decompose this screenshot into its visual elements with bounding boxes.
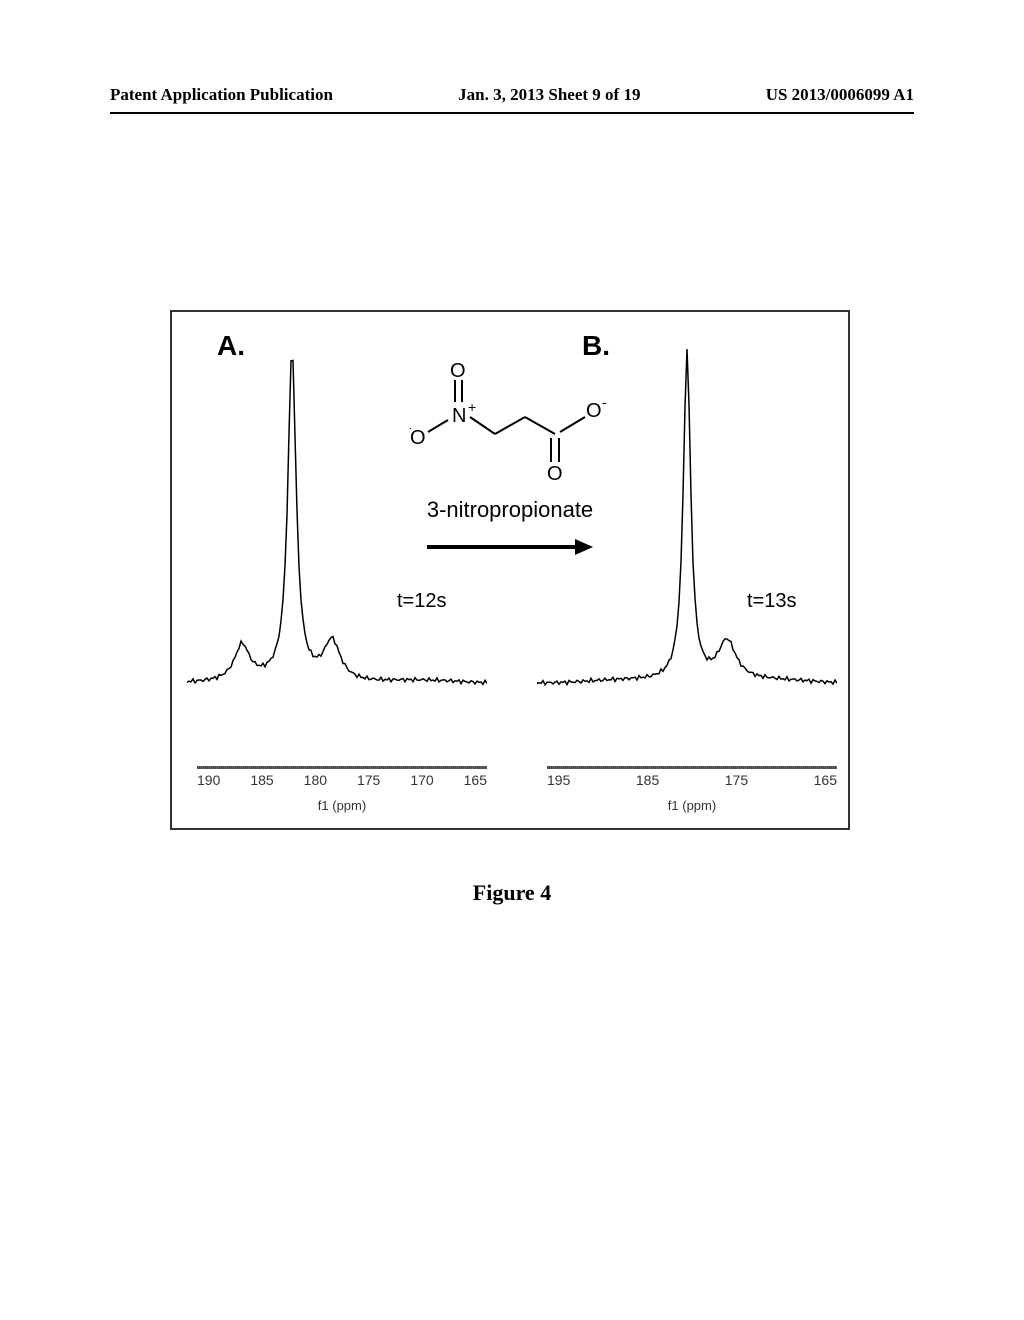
axis-a-label: f1 (ppm) xyxy=(318,798,366,813)
axis-tick: 185 xyxy=(636,772,659,788)
axis-b-ticks: 195 185 175 165 xyxy=(547,772,837,788)
axis-tick: 185 xyxy=(250,772,273,788)
nmr-spectrum-b xyxy=(537,342,837,722)
figure-caption: Figure 4 xyxy=(0,880,1024,906)
axis-tick: 165 xyxy=(464,772,487,788)
axis-tick: 180 xyxy=(304,772,327,788)
header-patent-number: US 2013/0006099 A1 xyxy=(766,85,914,105)
axis-a: 190 185 180 175 170 165 f1 (ppm) xyxy=(197,758,487,813)
axis-a-line xyxy=(197,766,487,769)
axis-b-label: f1 (ppm) xyxy=(668,798,716,813)
header-date-sheet: Jan. 3, 2013 Sheet 9 of 19 xyxy=(458,85,640,105)
axis-tick: 175 xyxy=(725,772,748,788)
header-underline xyxy=(110,112,914,114)
axis-tick: 165 xyxy=(814,772,837,788)
axis-tick: 175 xyxy=(357,772,380,788)
axis-b-line xyxy=(547,766,837,769)
nmr-spectrum-a xyxy=(187,342,487,722)
axis-tick: 195 xyxy=(547,772,570,788)
page-header: Patent Application Publication Jan. 3, 2… xyxy=(0,85,1024,105)
figure-panel-box: A. B. N + O O - O O - 3 xyxy=(170,310,850,830)
axis-b: 195 185 175 165 f1 (ppm) xyxy=(547,758,837,813)
axis-a-ticks: 190 185 180 175 170 165 xyxy=(197,772,487,788)
axis-tick: 190 xyxy=(197,772,220,788)
axis-tick: 170 xyxy=(410,772,433,788)
header-publication: Patent Application Publication xyxy=(110,85,333,105)
